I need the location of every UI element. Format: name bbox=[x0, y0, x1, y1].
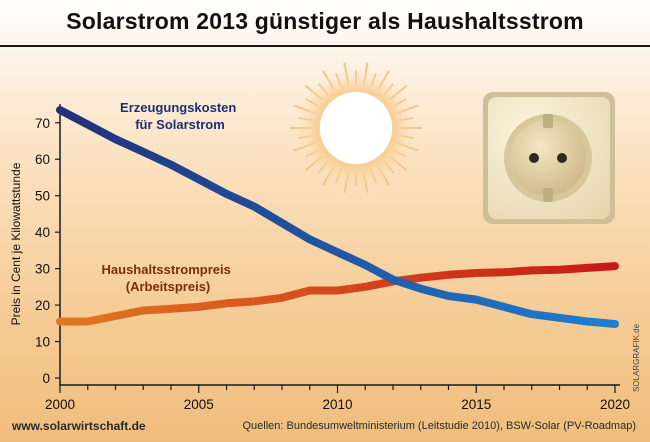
y-tick-label: 40 bbox=[35, 225, 50, 240]
y-tick-label: 60 bbox=[35, 152, 50, 167]
series-line-erzeugungskosten bbox=[56, 106, 619, 328]
credit-text: SOLARGRAFIK.de bbox=[632, 323, 641, 392]
website-link[interactable]: www.solarwirtschaft.de bbox=[12, 419, 146, 433]
page-title: Solarstrom 2013 günstiger als Haushaltss… bbox=[66, 8, 584, 34]
x-tick-label: 2020 bbox=[600, 397, 630, 412]
y-tick-label: 50 bbox=[35, 189, 50, 204]
x-tick-label: 2005 bbox=[184, 397, 214, 412]
series-label-household: Haushaltsstrompreis (Arbeitspreis) bbox=[102, 262, 235, 294]
y-tick-label: 10 bbox=[35, 335, 50, 350]
series-label-solar-line1: Erzeugungskosten bbox=[120, 100, 236, 115]
y-tick-label: 70 bbox=[35, 116, 50, 131]
y-tick-label: 30 bbox=[35, 262, 50, 277]
y-axis-label: Preis in Cent je Kilowattstunde bbox=[9, 162, 23, 325]
credit-note: SOLARGRAFIK.de bbox=[632, 324, 642, 392]
series-label-household-line1: Haushaltsstrompreis bbox=[102, 262, 231, 277]
series-label-solar: Erzeugungskosten für Solarstrom bbox=[120, 100, 240, 132]
series-label-solar-line2: für Solarstrom bbox=[135, 117, 225, 132]
sources-note: Quellen: Bundesumweltministerium (Leitst… bbox=[242, 420, 636, 432]
y-axis: 0 10 20 30 40 50 60 70 bbox=[35, 104, 61, 386]
series-line-haushaltsstrompreis bbox=[56, 262, 619, 326]
series-label-household-line2: (Arbeitspreis) bbox=[126, 279, 211, 294]
title-divider bbox=[0, 45, 650, 47]
y-tick-label: 20 bbox=[35, 298, 50, 313]
x-tick-label: 2000 bbox=[45, 397, 75, 412]
sun-icon bbox=[290, 62, 422, 194]
y-tick-label: 0 bbox=[42, 371, 50, 386]
x-tick-label: 2015 bbox=[461, 397, 491, 412]
x-axis: 2000 2005 2010 2015 2020 bbox=[45, 384, 630, 412]
x-tick-label: 2010 bbox=[322, 397, 352, 412]
power-socket-icon bbox=[483, 92, 615, 224]
